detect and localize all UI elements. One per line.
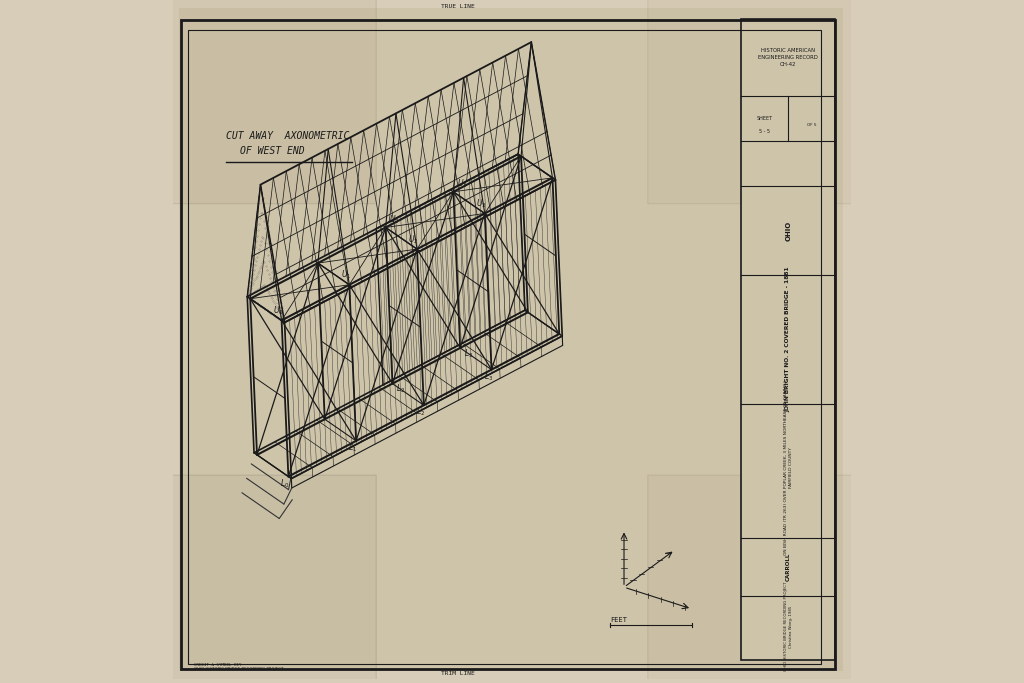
Bar — [741, 19, 836, 660]
FancyBboxPatch shape — [648, 475, 1024, 683]
FancyBboxPatch shape — [0, 475, 376, 683]
Text: $U_3$: $U_3$ — [457, 178, 467, 190]
Text: OF 5: OF 5 — [807, 123, 816, 127]
Text: FEET: FEET — [610, 617, 628, 623]
Text: $L_2$: $L_2$ — [396, 382, 404, 395]
Text: $L_1$: $L_1$ — [348, 441, 357, 454]
Text: $L_3$: $L_3$ — [464, 347, 473, 359]
Text: HISTORIC AMERICAN
ENGINEERING RECORD
OH-42: HISTORIC AMERICAN ENGINEERING RECORD OH-… — [759, 48, 818, 66]
FancyBboxPatch shape — [0, 0, 376, 204]
Text: $L_3$: $L_3$ — [483, 370, 493, 382]
Text: $L_2$: $L_2$ — [416, 406, 425, 418]
Text: $U_2$: $U_2$ — [409, 234, 419, 246]
Text: $U_2$: $U_2$ — [389, 213, 399, 225]
Text: SHEET: SHEET — [757, 116, 773, 121]
Text: OHIO HISTORIC BRIDGE RECORDING PROJECT
Christina Wong, 1985: OHIO HISTORIC BRIDGE RECORDING PROJECT C… — [783, 582, 793, 671]
Text: OHIO HISTORIC BRIDGE RECORDING PROJECT: OHIO HISTORIC BRIDGE RECORDING PROJECT — [195, 667, 284, 671]
FancyBboxPatch shape — [648, 0, 1024, 204]
Text: $U_3$: $U_3$ — [476, 197, 486, 210]
Text: CREDIT & SYMBOL KEY: CREDIT & SYMBOL KEY — [195, 663, 242, 667]
Text: OF WEST END: OF WEST END — [241, 145, 305, 156]
Text: JOHN BRIGHT NO. 2 COVERED BRIDGE - 1881: JOHN BRIGHT NO. 2 COVERED BRIDGE - 1881 — [785, 266, 791, 413]
Text: $U_1$: $U_1$ — [341, 269, 351, 281]
Text: 5 - 5: 5 - 5 — [760, 128, 770, 134]
Text: $U_0$: $U_0$ — [272, 305, 284, 317]
Text: $L_0$: $L_0$ — [281, 477, 290, 490]
Text: CUT AWAY  AXONOMETRIC: CUT AWAY AXONOMETRIC — [225, 130, 349, 141]
Text: CARROLL: CARROLL — [785, 553, 791, 581]
Text: OHIO: OHIO — [785, 221, 792, 240]
Text: TRUE LINE: TRUE LINE — [440, 4, 474, 10]
Text: TRIM LINE: TRIM LINE — [440, 671, 474, 676]
Text: ON BISH ROAD (TR 263) OVER POPLAR CREEK, 3 MILES NORTHEAST OF CARROLL
FAIRFIELD : ON BISH ROAD (TR 263) OVER POPLAR CREEK,… — [783, 380, 793, 555]
